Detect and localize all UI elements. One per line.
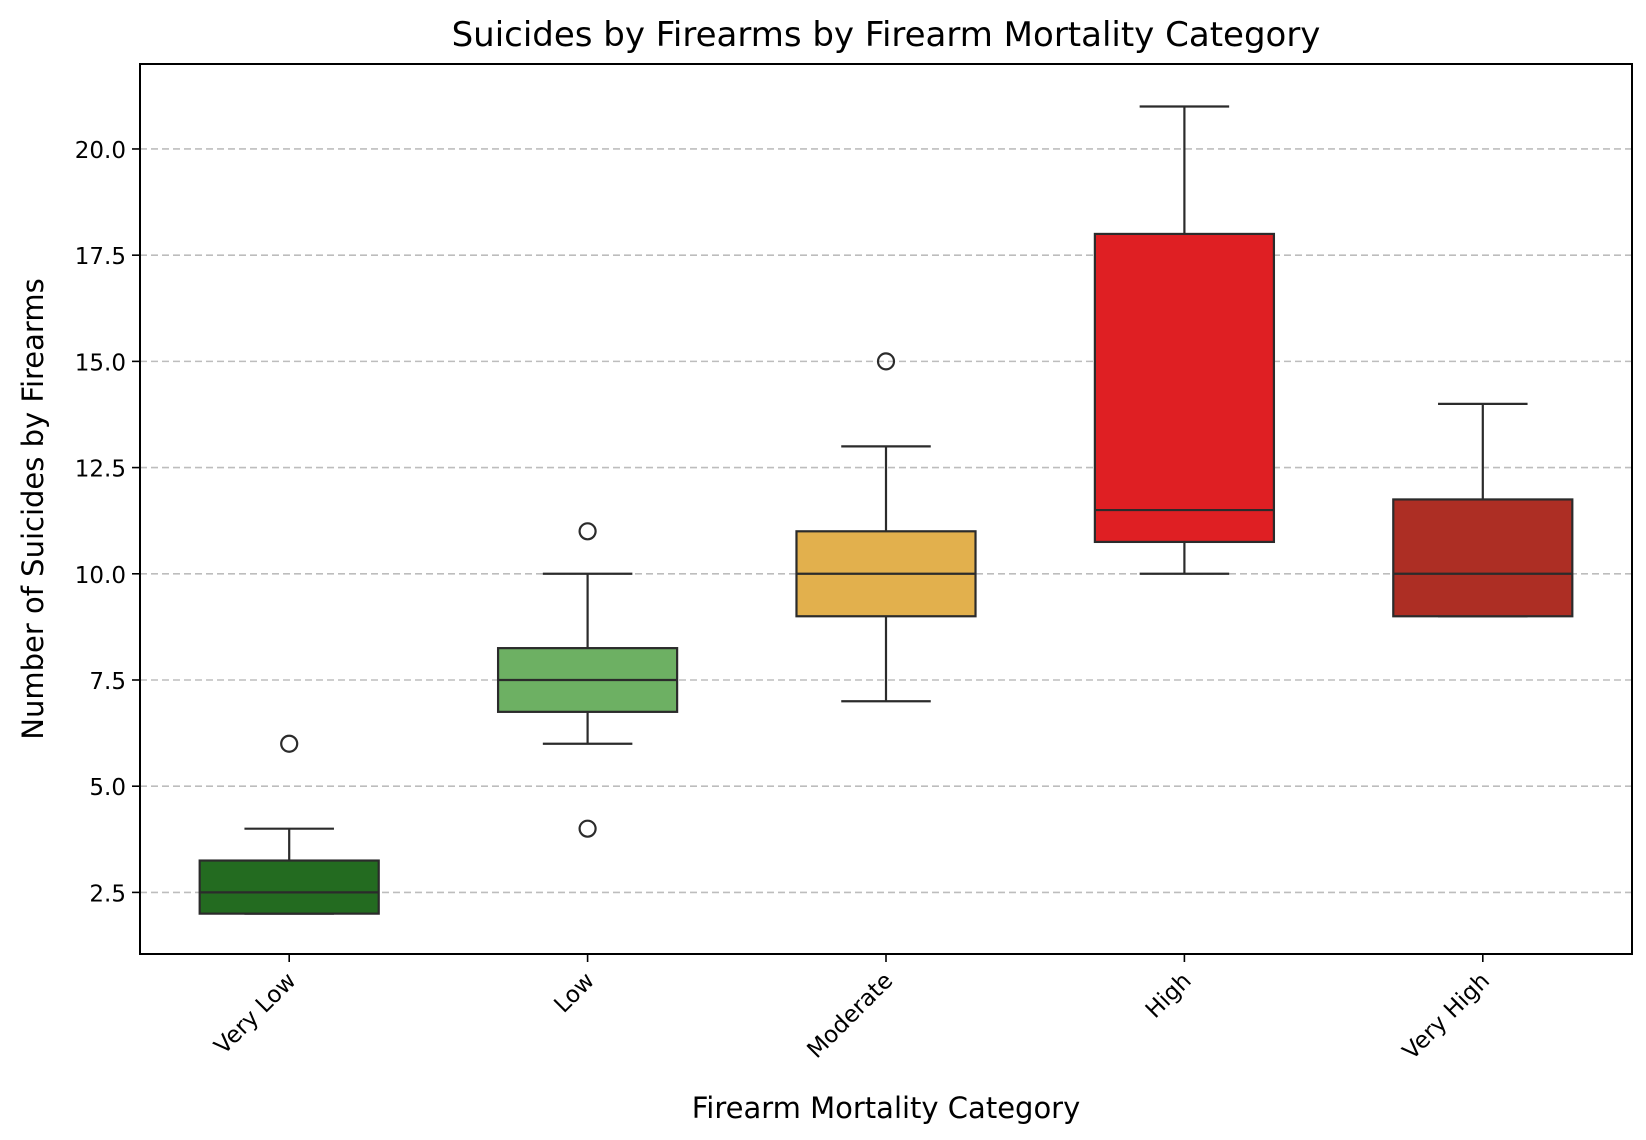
iqr-box (1093, 232, 1276, 544)
chart-title: Suicides by Firearms by Firearm Mortalit… (452, 15, 1321, 55)
y-tick-label: 15.0 (75, 350, 126, 376)
x-tick-label: Very Low (210, 968, 302, 1060)
y-tick-label: 5.0 (89, 775, 126, 801)
box-very-high (1392, 402, 1574, 618)
outlier-point (876, 352, 896, 371)
x-tick-label: High (1141, 968, 1197, 1024)
y-tick-label: 17.5 (75, 244, 126, 270)
x-tick-label: Very High (1398, 968, 1495, 1065)
y-tick-label: 10.0 (75, 563, 126, 589)
plot-frame (139, 63, 1633, 955)
x-tick-label: Moderate (803, 968, 899, 1064)
iqr-box (1392, 498, 1574, 618)
y-tick-label: 20.0 (75, 138, 126, 164)
y-tick-label: 2.5 (89, 881, 126, 907)
outlier-point (578, 522, 597, 541)
box-very-low (198, 734, 380, 915)
x-axis-label: Firearm Mortality Category (692, 1091, 1081, 1125)
x-tick-label: Low (549, 968, 599, 1018)
box-moderate (795, 352, 977, 703)
box-high (1093, 105, 1276, 575)
grid-lines (140, 148, 1632, 894)
iqr-box (198, 859, 380, 915)
y-axis-ticks: 2.5 5.0 7.5 10.0 12.5 15.0 17.5 20.0 (75, 138, 140, 907)
boxes (198, 105, 1574, 915)
outlier-point (280, 734, 299, 753)
y-tick-label: 7.5 (89, 669, 126, 695)
x-axis-ticks: Very Low Low Moderate High Very High (210, 954, 1495, 1065)
box-low (496, 522, 679, 838)
outlier-point (578, 819, 597, 838)
y-tick-label: 12.5 (75, 457, 126, 483)
y-axis-label: Number of Suicides by Firearms (16, 278, 50, 739)
